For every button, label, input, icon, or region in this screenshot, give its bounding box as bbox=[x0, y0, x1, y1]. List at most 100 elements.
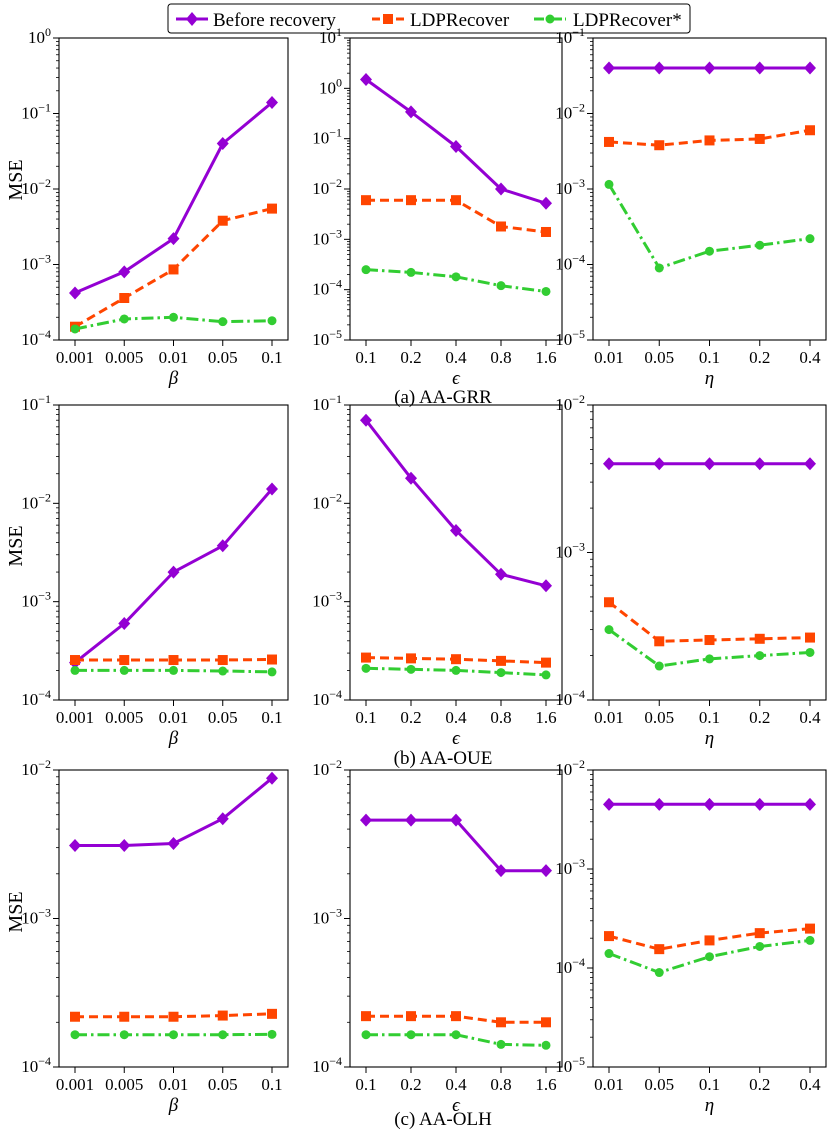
panel-0-0: 10−4 10−3 10−2 10−1 100 0.001 0.005 0.01 0.05 0.1… bbox=[21, 25, 289, 389]
point-ldprecover-star bbox=[496, 668, 506, 678]
x-axis-label: η bbox=[705, 1095, 714, 1116]
point-ldprecover bbox=[217, 1010, 228, 1021]
axes-frame bbox=[592, 769, 827, 1068]
point-before bbox=[653, 797, 666, 811]
point-ldprecover bbox=[805, 632, 815, 643]
x-tick-label: 0.8 bbox=[490, 1075, 511, 1094]
point-ldprecover bbox=[217, 215, 228, 226]
point-ldprecover-star bbox=[361, 1030, 371, 1040]
x-tick-label: 0.05 bbox=[208, 708, 238, 727]
x-tick-label: 0.001 bbox=[56, 708, 94, 727]
point-before bbox=[167, 232, 180, 246]
point-ldprecover-star bbox=[604, 179, 614, 189]
point-before bbox=[118, 616, 131, 630]
y-tick-label: 10−2 bbox=[555, 101, 585, 123]
point-before bbox=[216, 137, 229, 151]
series-line-before bbox=[364, 419, 547, 588]
x-tick-label: 0.05 bbox=[208, 348, 238, 367]
point-before bbox=[216, 539, 229, 553]
y-tick-label: 10−1 bbox=[312, 126, 342, 148]
point-ldprecover bbox=[805, 125, 815, 136]
point-ldprecover bbox=[406, 1011, 416, 1022]
point-ldprecover bbox=[267, 1008, 277, 1019]
ylabel-row-a: MSE bbox=[5, 159, 27, 200]
panel-1-1: 10−4 10−3 10−2 10−1 0.1 0.2 0.4 0.8 1.6 ϵ bbox=[312, 392, 563, 749]
point-ldprecover-star bbox=[604, 949, 614, 959]
ylabel-row-b: MSE bbox=[5, 525, 27, 566]
point-ldprecover bbox=[604, 136, 614, 147]
point-ldprecover bbox=[654, 636, 665, 647]
axes-frame bbox=[592, 37, 827, 341]
ylabel-row-c: MSE bbox=[5, 891, 27, 932]
point-ldprecover bbox=[604, 597, 614, 608]
point-ldprecover-star bbox=[541, 670, 551, 680]
point-ldprecover bbox=[496, 221, 506, 232]
legend-label-before: Before recovery bbox=[213, 10, 336, 31]
point-before bbox=[405, 813, 417, 827]
panel-1-2: 10−4 10−3 10−2 0.01 0.05 0.1 0.2 0.4 η bbox=[555, 392, 827, 749]
point-before bbox=[118, 265, 131, 279]
point-ldprecover bbox=[168, 655, 179, 666]
x-tick-label: 0.4 bbox=[445, 1075, 467, 1094]
point-ldprecover-star bbox=[218, 1030, 228, 1040]
point-before bbox=[360, 72, 372, 86]
panels: 10−4 10−3 10−2 10−1 100 0.001 0.005 0.01 0.05 0.1… bbox=[21, 25, 827, 1116]
x-tick-label: 0.05 bbox=[208, 1075, 238, 1094]
series-line-before bbox=[75, 777, 273, 847]
point-ldprecover-star bbox=[119, 1030, 129, 1040]
x-tick-label: 0.2 bbox=[400, 708, 421, 727]
point-before bbox=[450, 813, 462, 827]
x-tick-label: 0.05 bbox=[644, 1075, 674, 1094]
y-tick-label: 10−4 bbox=[555, 955, 585, 977]
panel-0-2: 10−5 10−4 10−3 10−2 10−1 0.01 0.05 0.1 0.2 0.4 η bbox=[555, 25, 827, 389]
x-tick-label: 0.001 bbox=[56, 348, 94, 367]
point-ldprecover bbox=[754, 928, 765, 939]
point-ldprecover-star bbox=[541, 1040, 551, 1050]
point-before bbox=[167, 836, 180, 850]
point-ldprecover-star bbox=[361, 663, 371, 673]
point-ldprecover bbox=[267, 654, 277, 665]
x-tick-label: 0.2 bbox=[749, 708, 770, 727]
point-ldprecover-star bbox=[406, 664, 416, 674]
y-tick-label: 100 bbox=[28, 25, 51, 47]
point-ldprecover-star bbox=[541, 286, 551, 296]
point-before bbox=[118, 839, 131, 853]
point-before bbox=[216, 812, 229, 826]
x-axis-label: β bbox=[168, 368, 179, 389]
point-before bbox=[266, 482, 278, 496]
y-tick-label: 10−4 bbox=[21, 1054, 51, 1076]
x-tick-label: 0.001 bbox=[56, 1075, 94, 1094]
point-before bbox=[703, 797, 716, 811]
point-ldprecover bbox=[704, 635, 715, 646]
point-before bbox=[450, 139, 462, 153]
point-ldprecover-star bbox=[755, 240, 765, 250]
x-tick-label: 0.1 bbox=[261, 708, 282, 727]
point-ldprecover bbox=[451, 195, 461, 206]
caption-a: (a) AA-GRR bbox=[394, 387, 492, 408]
point-ldprecover-star bbox=[361, 265, 371, 275]
point-ldprecover bbox=[267, 203, 277, 214]
y-tick-label: 10−2 bbox=[555, 392, 585, 414]
point-ldprecover bbox=[70, 1011, 80, 1022]
point-ldprecover-star bbox=[119, 665, 129, 675]
series-line-before bbox=[74, 101, 273, 295]
x-tick-label: 0.005 bbox=[105, 708, 143, 727]
y-tick-label: 10−3 bbox=[555, 540, 585, 562]
point-ldprecover bbox=[451, 1011, 461, 1022]
x-tick-label: 0.1 bbox=[355, 708, 376, 727]
point-ldprecover-star bbox=[705, 246, 714, 256]
point-ldprecover bbox=[704, 935, 715, 946]
point-ldprecover-star bbox=[70, 665, 80, 675]
point-ldprecover-star bbox=[218, 666, 228, 676]
point-before bbox=[804, 457, 816, 471]
y-tick-label: 10−3 bbox=[21, 589, 51, 611]
x-tick-label: 0.4 bbox=[799, 348, 821, 367]
x-tick-label: 0.4 bbox=[799, 708, 821, 727]
point-ldprecover-star bbox=[496, 281, 506, 291]
point-before bbox=[495, 864, 507, 878]
point-before bbox=[69, 286, 81, 300]
y-tick-label: 10−2 bbox=[21, 176, 51, 198]
x-axis-label: η bbox=[705, 368, 714, 389]
x-axis-label: η bbox=[705, 728, 714, 749]
